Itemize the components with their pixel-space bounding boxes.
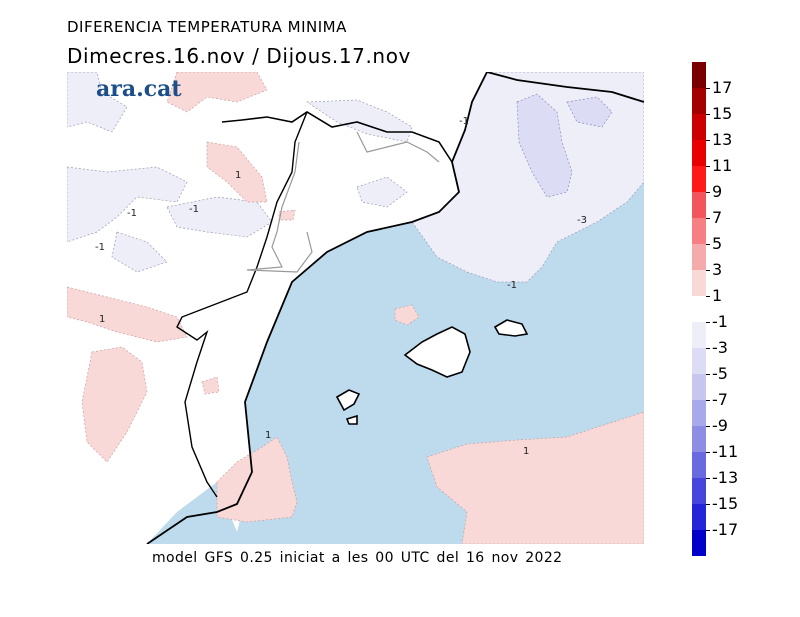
island-eivissa [335,389,361,412]
warm-region-sw [216,436,298,523]
legend-swatch [692,166,706,192]
legend-label: 15 [712,104,733,123]
warm-region-se [426,411,644,544]
legend-label: 7 [712,208,723,227]
legend-label: -9 [712,416,728,435]
legend-tick [706,244,710,245]
legend-label: 5 [712,234,723,253]
legend-label: 1 [712,286,723,305]
color-legend: 17 15 13 11 9 7 5 3 1 -1 -3 -5 -7 -9 -11 -13 -15 -17 [692,60,792,560]
legend-swatch [692,400,706,426]
legend-label: -15 [712,494,739,513]
cold-region-west-3 [166,196,273,238]
contour-label: 1 [523,446,529,457]
legend-tick [706,296,710,297]
cold-region-ne-strong-2 [566,96,613,128]
legend-swatch [692,114,706,140]
legend-swatch [692,452,706,478]
temperature-map: 1 -1 -1 -1 -1 1 -3 -1 1 1 [67,72,644,544]
contour-label: -1 [459,116,469,127]
legend-tick [706,478,710,479]
legend-tick [706,322,710,323]
legend-swatch [692,478,706,504]
cold-region-west [67,72,128,133]
contour-label: -1 [95,242,105,253]
coastline [146,72,488,544]
coastline-north [486,72,644,103]
legend-swatch [692,530,706,556]
legend-tick [706,166,710,167]
legend-label: 11 [712,156,733,175]
cold-region-center [356,176,408,208]
legend-label: -3 [712,338,728,357]
legend-swatch [692,426,706,452]
cold-region-ne-strong [516,93,573,198]
legend-tick [706,218,710,219]
contour-label: 1 [99,314,105,325]
cold-region-center-2 [111,231,168,273]
legend-tick [706,88,710,89]
legend-tick [706,452,710,453]
legend-tick [706,140,710,141]
warm-spot-pyrenees [278,209,296,221]
legend-swatch [692,192,706,218]
legend-swatch [692,88,706,114]
legend-label: -1 [712,312,728,331]
warm-region-w4 [201,376,220,395]
map-title: DIFERENCIA TEMPERATURA MINIMA [67,18,347,36]
island-formentera [345,414,358,425]
legend-label: -11 [712,442,739,461]
legend-swatch [692,348,706,374]
ara-cat-logo: ara.cat [96,76,182,102]
legend-tick [706,426,710,427]
contour-label: -1 [507,280,517,291]
legend-label: -13 [712,468,739,487]
legend-label: -7 [712,390,728,409]
legend-label: -5 [712,364,728,383]
legend-swatch [692,504,706,530]
cold-region-west-2 [67,166,188,243]
map-subtitle: Dimecres.16.nov / Dijous.17.nov [67,44,411,68]
legend-label: 17 [712,78,733,97]
model-footer: model GFS 0.25 iniciat a les 00 UTC del … [152,550,563,566]
legend-swatch [692,140,706,166]
contour-label: 1 [235,170,241,181]
legend-swatch [692,322,706,348]
country-border [221,111,453,163]
legend-label: 9 [712,182,723,201]
legend-label: 3 [712,260,723,279]
island-mallorca [403,326,471,378]
legend-label: 13 [712,130,733,149]
warm-region-nw [166,72,268,113]
island-menorca [493,319,529,337]
legend-swatch [692,244,706,270]
legend-label: -17 [712,520,739,539]
legend-tick [706,270,710,271]
legend-tick [706,348,710,349]
warm-spot-sea [394,304,420,326]
province-border [246,131,440,273]
legend-swatch [692,62,706,88]
region-border [176,111,308,498]
warm-region-w1 [206,141,268,203]
contour-label: 1 [265,430,271,441]
legend-tick [706,374,710,375]
warm-region-w3 [81,346,148,463]
contour-label: -1 [127,208,137,219]
legend-swatch [692,218,706,244]
legend-tick [706,114,710,115]
legend-tick [706,504,710,505]
legend-swatch [692,374,706,400]
legend-tick [706,530,710,531]
legend-tick [706,400,710,401]
warm-region-w2 [67,286,188,343]
contour-label: -1 [189,204,199,215]
contour-label: -3 [577,215,587,226]
legend-tick [706,192,710,193]
legend-swatch [692,270,706,296]
